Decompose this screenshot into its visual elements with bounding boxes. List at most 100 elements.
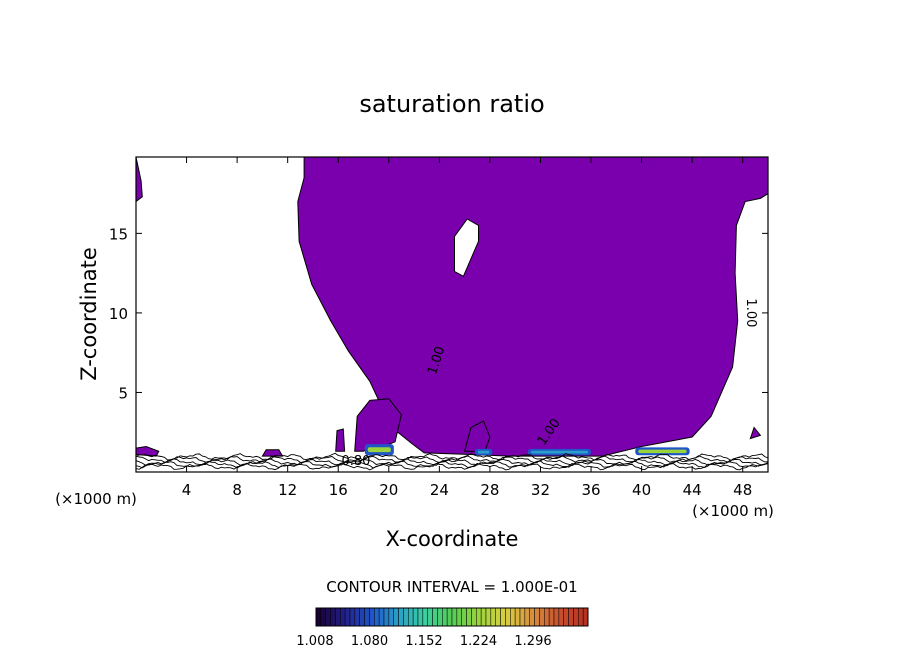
colorbar-tick-label: 1.008 [296, 634, 333, 649]
saturated-cell-0 [354, 398, 402, 452]
colorbar-swatch [364, 607, 370, 627]
colorbar-swatch [451, 607, 458, 627]
contour-interval-text: CONTOUR INTERVAL = 1.000E-01 [326, 578, 577, 596]
contour-label: 1.00 [743, 298, 758, 327]
chart-title: saturation ratio [359, 90, 544, 118]
x-unit-left: (×1000 m) [55, 490, 137, 508]
y-tick-label: 15 [109, 225, 128, 243]
x-unit-right: (×1000 m) [692, 502, 774, 520]
colorbar-swatch [427, 607, 433, 627]
surface-contour-1 [136, 455, 768, 464]
saturated-cell-4 [136, 157, 143, 203]
colorbar-swatch [359, 607, 365, 627]
colorbar-swatch [325, 607, 331, 627]
colorbar-swatch [471, 607, 477, 627]
colorbar-swatch [393, 607, 399, 627]
contour-lines [136, 452, 768, 471]
colorbar-swatch [398, 607, 404, 627]
colorbar-swatch [578, 607, 584, 627]
colorbar-swatch [529, 607, 535, 627]
colorbar-swatch [495, 607, 501, 627]
plot-area [136, 157, 768, 471]
colorbar-swatch [369, 607, 375, 627]
colorbar-swatch [330, 607, 336, 627]
x-tick-label: 36 [581, 481, 600, 499]
colorbar-swatch [490, 607, 496, 627]
colorbar-swatch [378, 607, 385, 627]
x-axis-label: X-coordinate [386, 527, 519, 551]
colorbar-swatch [383, 607, 390, 627]
colorbar-swatch [500, 607, 506, 627]
colorbar-swatch [456, 607, 462, 627]
colorbar-swatch [412, 607, 419, 627]
high-value-core-3 [638, 449, 687, 454]
colorbar-labels: 1.008 1.080 1.152 1.224 1.296 [296, 634, 551, 649]
colorbar-swatch [539, 607, 545, 627]
colorbar-swatch [417, 607, 424, 627]
colorbar-swatch [442, 607, 448, 627]
colorbar-swatch [340, 607, 346, 627]
colorbar-swatch [563, 607, 569, 627]
colorbar-swatch [403, 607, 409, 627]
colorbar-swatch [408, 607, 414, 627]
plot-frame [135, 156, 769, 473]
y-tick-label: 5 [118, 384, 128, 402]
colorbar-tick-label: 1.080 [351, 634, 388, 649]
colorbar-swatch [514, 607, 521, 627]
colorbar-swatch [485, 607, 492, 627]
surface-contour-2 [136, 458, 768, 467]
colorbar [315, 607, 589, 627]
x-tick-label: 48 [733, 481, 752, 499]
colorbar-swatch [354, 607, 360, 627]
colorbar-swatch [568, 607, 574, 627]
x-tick-label: 28 [480, 481, 499, 499]
saturated-cell-5 [261, 449, 284, 457]
colorbar-swatch [558, 607, 564, 627]
saturation-fill-layer [136, 157, 768, 457]
colorbar-swatch [573, 607, 579, 627]
colorbar-swatch [320, 607, 326, 627]
colorbar-swatch [437, 607, 443, 627]
colorbar-swatch [534, 607, 540, 627]
surface-contour-0 [136, 452, 768, 461]
x-tick-label: 12 [278, 481, 297, 499]
colorbar-swatch [544, 607, 550, 627]
y-axis-label: Z-coordinate [77, 247, 101, 381]
x-tick-label: 20 [379, 481, 398, 499]
colorbar-swatch [388, 607, 394, 627]
colorbar-swatch [335, 607, 341, 627]
x-tick-label: 32 [531, 481, 550, 499]
colorbar-tick-label: 1.296 [514, 634, 551, 649]
colorbar-swatch [480, 607, 487, 627]
colorbar-swatch [374, 607, 380, 627]
surface-contour-4 [136, 462, 768, 471]
colorbar-swatch [582, 607, 589, 627]
colorbar-swatch [553, 607, 560, 627]
colorbar-tick-label: 1.152 [405, 634, 442, 649]
colorbar-swatch [446, 607, 453, 627]
colorbar-swatch [344, 607, 351, 627]
x-tick-label: 24 [430, 481, 449, 499]
x-tick-label: 8 [232, 481, 242, 499]
colorbar-swatch [461, 607, 467, 627]
colorbar-swatch [349, 607, 356, 627]
y-tick-label: 10 [109, 305, 128, 323]
colorbar-swatch [548, 607, 555, 627]
colorbar-swatch [422, 607, 428, 627]
colorbar-swatch [315, 607, 322, 627]
high-value-core-1 [477, 450, 490, 454]
saturated-cell-2 [335, 428, 346, 452]
high-value-core-2 [530, 450, 589, 454]
colorbar-swatch [466, 607, 472, 627]
x-tick-label: 4 [182, 481, 192, 499]
saturated-cell-6 [749, 426, 762, 440]
colorbar-tick-label: 1.224 [460, 634, 497, 649]
colorbar-swatch [524, 607, 530, 627]
colorbar-swatch [510, 607, 516, 627]
colorbar-swatch [432, 607, 438, 627]
colorbar-swatch [476, 607, 482, 627]
x-tick-label: 40 [632, 481, 651, 499]
colorbar-swatch [505, 607, 511, 627]
